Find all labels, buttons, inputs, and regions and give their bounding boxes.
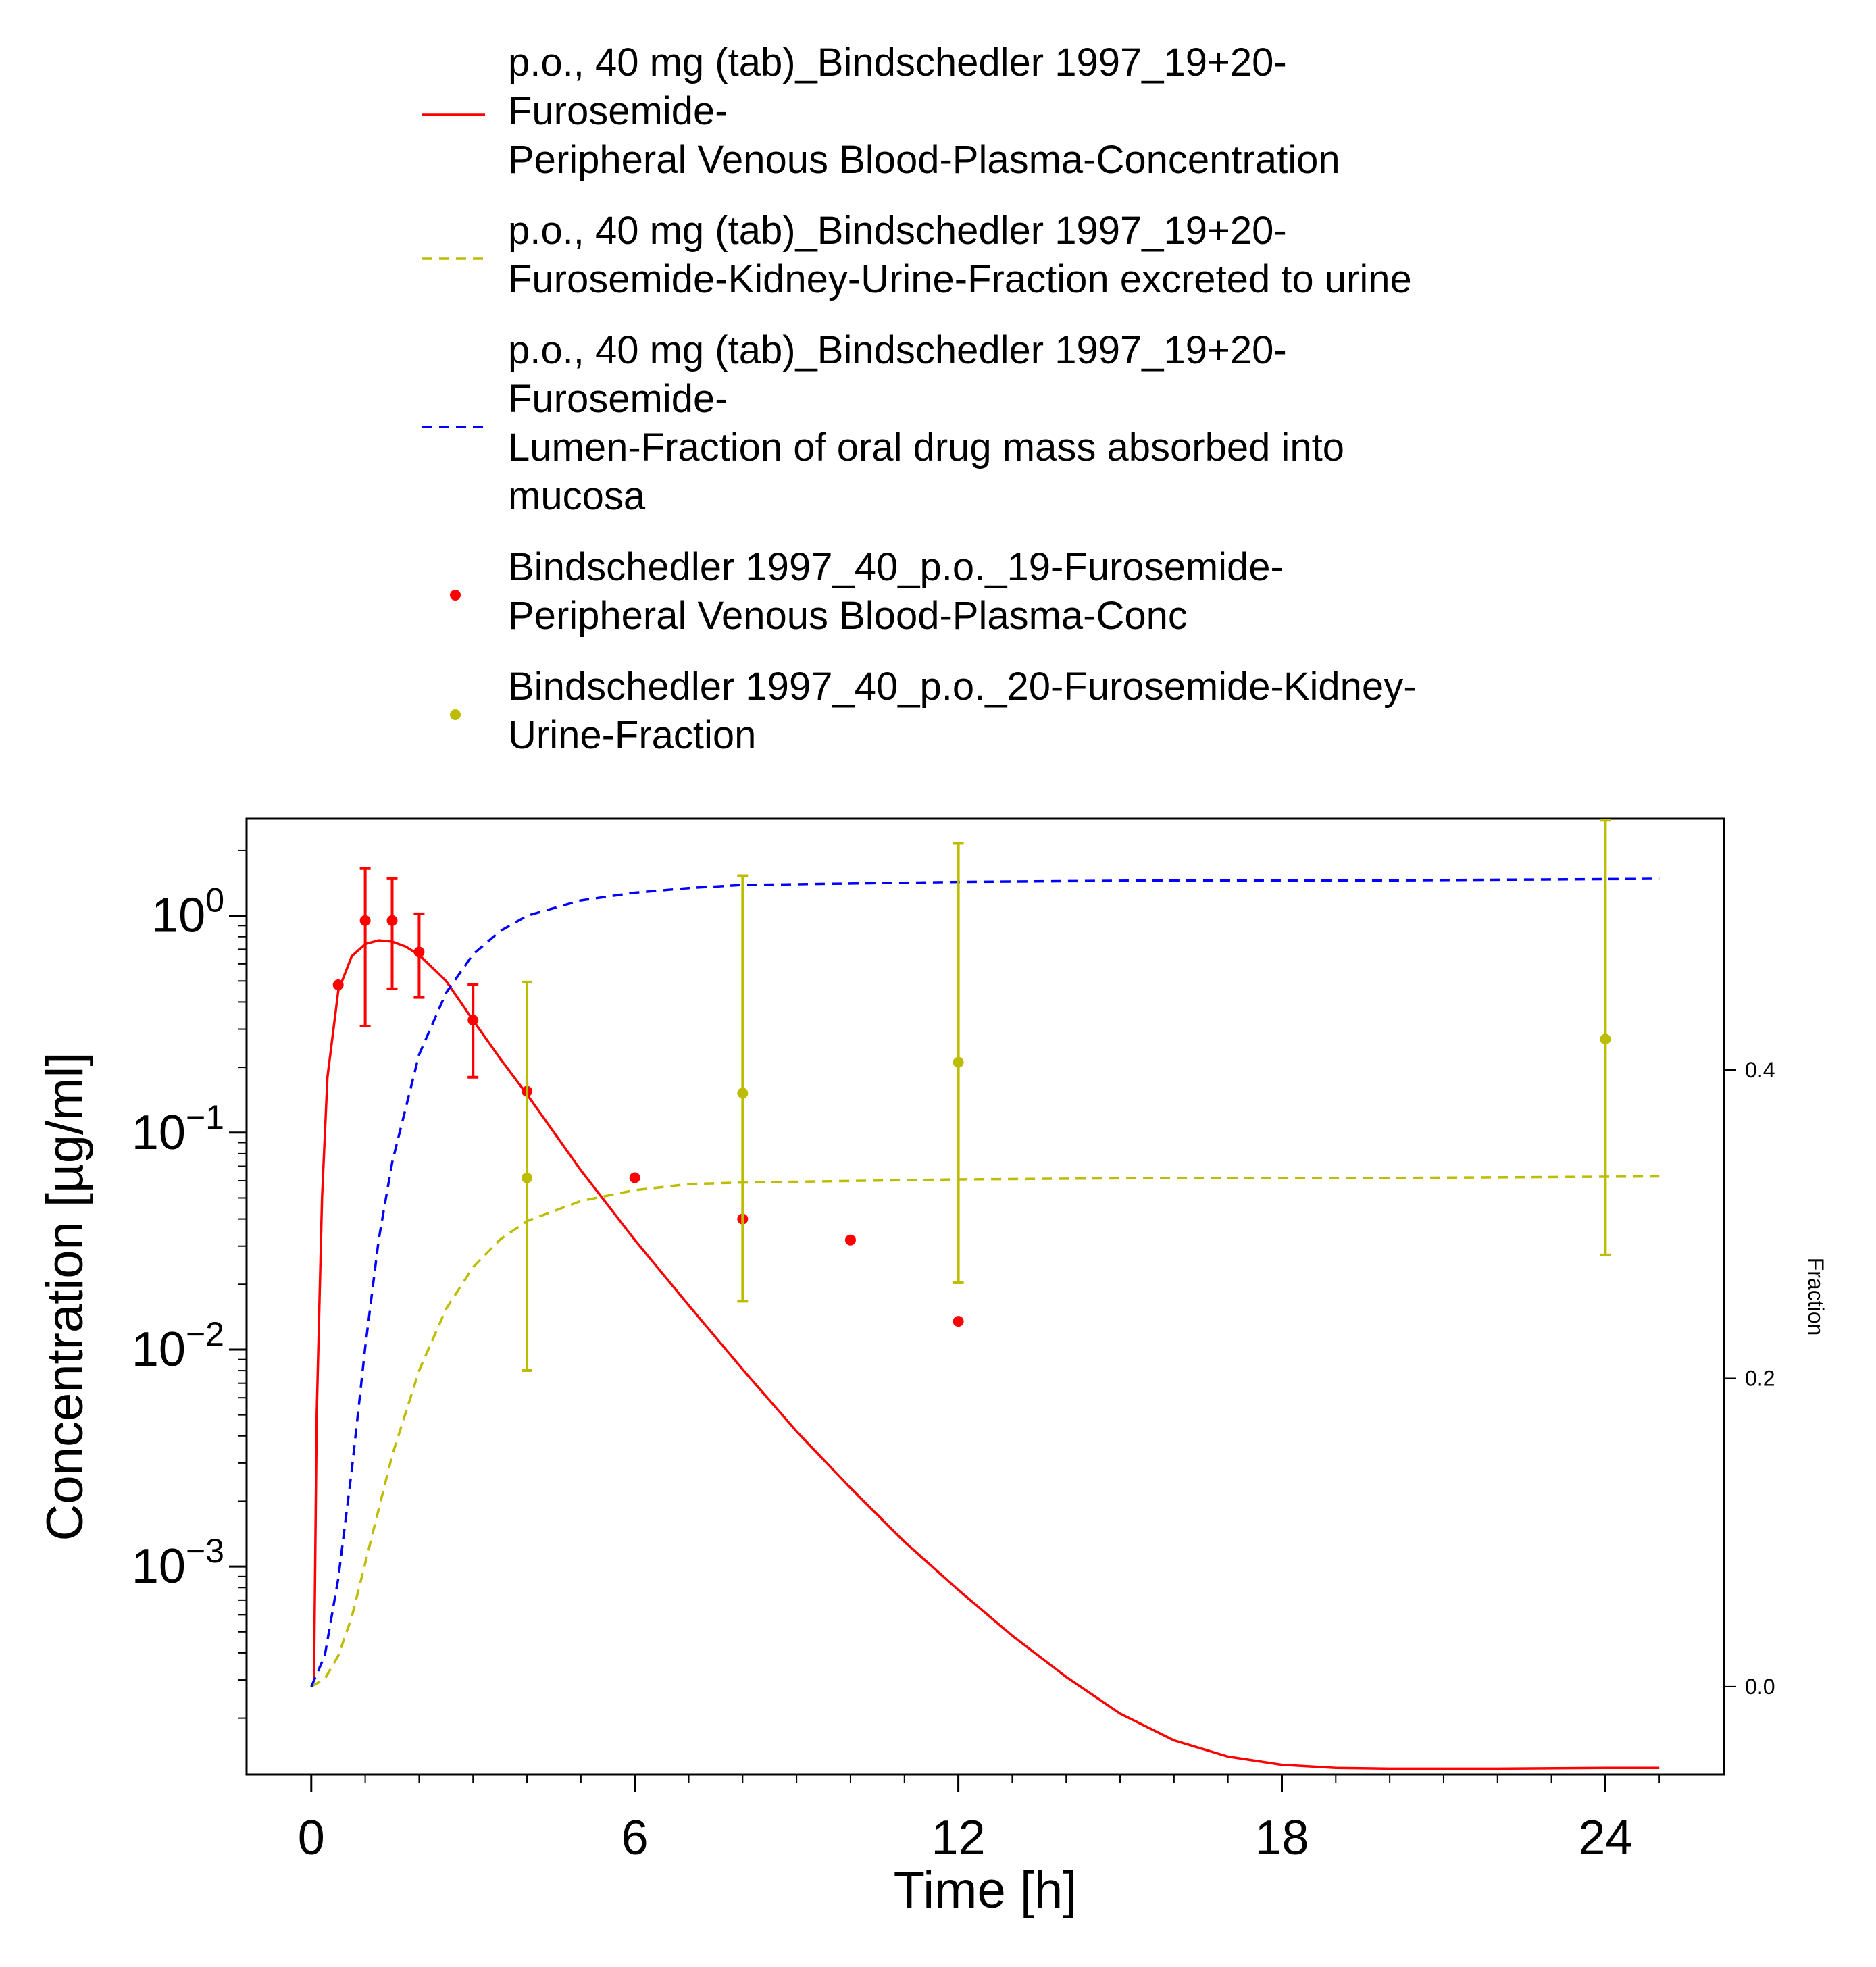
legend-label: Peripheral Venous Blood-Plasma-Conc xyxy=(508,594,1188,638)
legend-label: mucosa xyxy=(508,474,646,518)
data-point xyxy=(844,1234,856,1246)
legend-label: Furosemide- xyxy=(508,377,728,421)
data-point xyxy=(953,1316,964,1327)
series-line-1 xyxy=(310,1175,1660,1688)
series-line-2 xyxy=(310,877,1660,1687)
y2-tick-label: 0.2 xyxy=(1745,1366,1775,1390)
legend-label: p.o., 40 mg (tab)_Bindschedler 1997_19+2… xyxy=(508,209,1287,253)
legend-marker-4 xyxy=(450,709,461,720)
x-axis-title: Time [h] xyxy=(894,1862,1078,1919)
y-tick-label: 100 xyxy=(151,882,224,943)
data-point xyxy=(629,1172,640,1183)
legend-marker-3 xyxy=(450,590,461,601)
x-tick-label: 24 xyxy=(1578,1811,1632,1865)
data-point xyxy=(467,1015,479,1026)
legend: p.o., 40 mg (tab)_Bindschedler 1997_19+2… xyxy=(422,41,1417,757)
data-point xyxy=(413,946,425,958)
legend-label: Furosemide-Kidney-Urine-Fraction excrete… xyxy=(508,257,1412,301)
legend-label: Bindschedler 1997_40_p.o._19-Furosemide- xyxy=(508,545,1284,589)
data-point xyxy=(386,915,398,926)
legend-label: Urine-Fraction xyxy=(508,713,756,757)
y-axis-left: 100 10−1 10−2 10−3 xyxy=(132,882,247,1593)
series-line-0 xyxy=(313,939,1660,1770)
data-point xyxy=(522,1172,533,1183)
data-point xyxy=(737,1088,749,1099)
legend-label: p.o., 40 mg (tab)_Bindschedler 1997_19+2… xyxy=(508,41,1287,84)
y-tick-label: 10−1 xyxy=(132,1098,224,1160)
plot-area xyxy=(245,817,1725,1776)
series-layer xyxy=(310,819,1660,1770)
data-point xyxy=(953,1056,964,1068)
x-axis: 0 6 12 18 24 xyxy=(298,1774,1632,1865)
y-tick-label: 10−2 xyxy=(132,1315,224,1377)
x-tick-label: 18 xyxy=(1254,1811,1309,1865)
data-point xyxy=(1600,1033,1611,1045)
legend-label: Lumen-Fraction of oral drug mass absorbe… xyxy=(508,426,1344,469)
x-tick-label: 6 xyxy=(622,1811,649,1865)
y-axis-title: Concentration [µg/ml] xyxy=(36,1052,94,1541)
x-tick-label: 0 xyxy=(298,1811,325,1865)
data-point xyxy=(332,979,344,990)
y-axis-right: 0.0 0.2 0.4 xyxy=(1724,1058,1775,1699)
legend-label: Furosemide- xyxy=(508,89,728,133)
legend-label: Peripheral Venous Blood-Plasma-Concentra… xyxy=(508,138,1340,182)
legend-label: p.o., 40 mg (tab)_Bindschedler 1997_19+2… xyxy=(508,328,1287,372)
legend-label: Bindschedler 1997_40_p.o._20-Furosemide-… xyxy=(508,665,1417,709)
x-tick-label: 12 xyxy=(932,1811,986,1865)
minor-ticks xyxy=(238,849,1660,1783)
data-point xyxy=(359,915,371,926)
y2-tick-label: 0.0 xyxy=(1745,1675,1775,1699)
y2-axis-title: Fraction xyxy=(1804,1258,1828,1336)
y2-tick-label: 0.4 xyxy=(1745,1058,1775,1082)
y-tick-label: 10−3 xyxy=(132,1532,224,1593)
